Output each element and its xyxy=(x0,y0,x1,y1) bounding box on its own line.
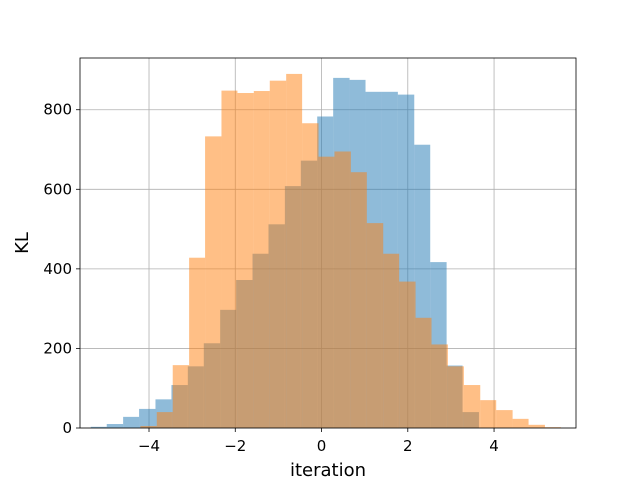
histogram-bar-series-2 xyxy=(253,91,270,428)
x-tick-label: −4 xyxy=(138,437,160,455)
y-axis-label: KL xyxy=(12,232,33,254)
histogram-bar-series-2 xyxy=(512,418,529,428)
histogram-bar-series-2 xyxy=(350,172,367,428)
histogram-bar-series-2 xyxy=(237,93,254,429)
y-tick-label: 0 xyxy=(62,419,72,437)
y-tick-label: 600 xyxy=(43,180,72,198)
histogram-bar-series-2 xyxy=(140,426,157,428)
histogram-bar-series-2 xyxy=(156,412,173,428)
y-tick-label: 400 xyxy=(43,260,72,278)
y-axis-ticks: 0 200 400 600 800 xyxy=(43,101,80,437)
histogram-bar-series-1 xyxy=(90,426,107,428)
histogram-bar-series-2 xyxy=(447,366,464,428)
histogram-bar-series-2 xyxy=(302,123,319,428)
histogram-bar-series-2 xyxy=(383,253,400,428)
histogram-bar-series-2 xyxy=(286,73,303,429)
histogram-bar-series-1 xyxy=(123,416,140,428)
histogram-bar-series-2 xyxy=(318,156,335,428)
histogram-bar-series-2 xyxy=(189,257,206,428)
histogram-bar-series-2 xyxy=(496,410,513,428)
x-axis-ticks: −4 −2 0 2 4 xyxy=(138,428,499,455)
x-axis-label: iteration xyxy=(290,460,366,480)
histogram-bar-series-2 xyxy=(334,151,351,428)
x-tick-label: −2 xyxy=(224,437,246,455)
histogram-bar-series-2 xyxy=(431,344,448,428)
histogram-bar-series-2 xyxy=(221,90,238,428)
x-tick-label: 0 xyxy=(317,437,327,455)
bars xyxy=(90,73,561,429)
histogram-bar-series-2 xyxy=(366,223,384,428)
histogram-bar-series-2 xyxy=(205,136,222,428)
histogram-bar-series-2 xyxy=(480,400,497,428)
x-tick-label: 2 xyxy=(403,437,413,455)
histogram-bar-series-2 xyxy=(269,80,287,428)
plot-frame xyxy=(79,57,577,429)
histogram-bar-series-1 xyxy=(139,408,156,428)
histogram-bar-series-2 xyxy=(399,281,416,428)
histogram-bar-series-2 xyxy=(463,385,481,428)
histogram-bar-series-2 xyxy=(172,365,190,428)
histogram-bar-series-1 xyxy=(106,424,124,428)
histogram-bar-series-2 xyxy=(528,424,545,428)
y-tick-label: 200 xyxy=(43,339,72,357)
x-tick-label: 4 xyxy=(489,437,499,455)
histogram-bar-series-2 xyxy=(415,317,432,428)
y-tick-label: 800 xyxy=(43,101,72,119)
